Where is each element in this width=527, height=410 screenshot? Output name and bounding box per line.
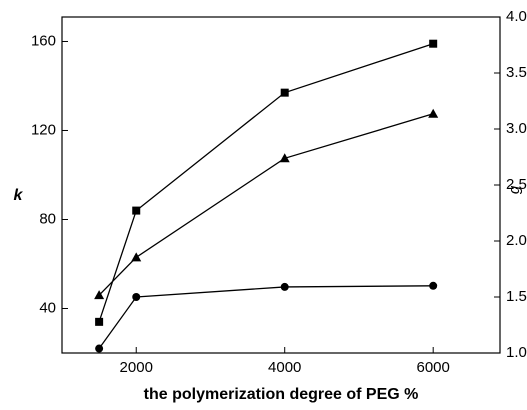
marker (279, 153, 290, 163)
series-line (98, 43, 434, 323)
marker (429, 39, 438, 48)
y-tick-label: 80 (39, 210, 56, 227)
y-tick-label: 40 (39, 299, 56, 316)
x-tick-label: 2000 (120, 359, 153, 376)
y2-tick-label: 3.0 (506, 120, 527, 137)
y2-axis-title: g (506, 185, 523, 194)
y-axis-title: k (14, 187, 24, 204)
marker (132, 206, 141, 215)
plot-frame (61, 16, 501, 354)
marker (280, 282, 289, 291)
series-line (98, 285, 434, 349)
series-line (98, 113, 434, 296)
x-axis-title: the polymerization degree of PEG % (144, 386, 419, 403)
y2-tick-label: 3.5 (506, 64, 527, 81)
marker (428, 108, 439, 118)
marker (95, 344, 104, 353)
y-tick-label: 160 (31, 32, 56, 49)
y-tick-label: 120 (31, 121, 56, 138)
marker (280, 88, 289, 97)
marker (429, 281, 438, 290)
y2-tick-label: 2.0 (506, 232, 527, 249)
marker (132, 293, 141, 301)
y2-tick-label: 2.5 (506, 176, 527, 193)
marker (131, 252, 142, 262)
y2-tick-label: 1.0 (506, 344, 527, 361)
x-tick-label: 6000 (416, 359, 449, 376)
x-tick-label: 4000 (268, 359, 301, 376)
y2-tick-label: 4.0 (506, 8, 527, 25)
marker (94, 290, 105, 300)
marker (95, 317, 104, 326)
y2-tick-label: 1.5 (506, 288, 527, 305)
